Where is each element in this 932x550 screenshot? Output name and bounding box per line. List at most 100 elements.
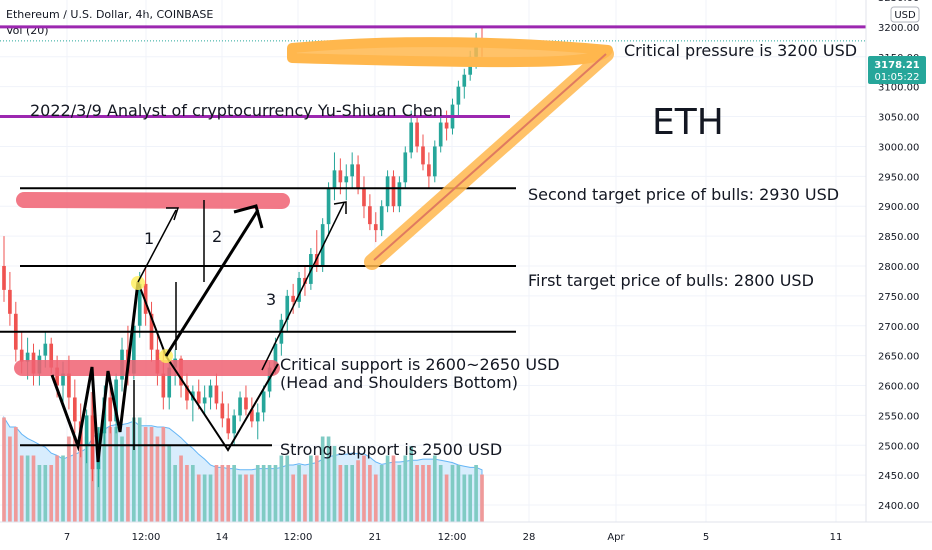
volume-bar [480, 474, 484, 522]
volume-bar [43, 465, 48, 522]
candle-body [108, 397, 113, 422]
time-tick-label: 11 [830, 532, 843, 543]
volume-bar [72, 436, 77, 522]
price-ticks: 2400.00 2450.00 2500.00 2550.00 2600.00 2650.… [878, 0, 919, 512]
candle-body [131, 325, 136, 374]
candle-body [255, 412, 260, 422]
candle-body [338, 170, 343, 183]
price-axis-bg [866, 0, 932, 522]
volume-bar [285, 455, 290, 522]
volume-bar [114, 427, 118, 522]
candle-body [403, 152, 408, 183]
volume-bar [13, 427, 18, 522]
volume-bar [137, 417, 142, 522]
price-axis[interactable]: USD 2400.002450.002500.002550.002600.002… [865, 0, 932, 522]
volume-bar [415, 465, 419, 522]
candle-body [297, 277, 301, 302]
volume-bar [373, 474, 378, 522]
volume-bar [102, 427, 107, 522]
candle-body [409, 122, 414, 153]
wave-3-label: 3 [266, 290, 276, 309]
candle-body [214, 385, 219, 404]
candle-body [250, 409, 254, 422]
volume-bar [167, 446, 172, 522]
chart-symbol-title: Ethereum / U.S. Dollar, 4h, COINBASE [6, 8, 214, 21]
candle-body [90, 415, 95, 470]
time-tick-label: 21 [369, 532, 382, 543]
current-price-badge [868, 56, 926, 84]
candle-body [61, 373, 65, 386]
candle-body [143, 283, 148, 314]
candle-body [344, 176, 349, 183]
candle-body [137, 283, 142, 326]
arrow-1-head [166, 207, 180, 221]
volume-bar [37, 465, 42, 522]
volume-bar [261, 465, 266, 522]
volume-bar [255, 465, 260, 522]
volume-bar [267, 465, 272, 522]
volume-bar [409, 446, 414, 522]
candle-body [427, 164, 431, 177]
candle-body [462, 74, 467, 87]
volume-bar [332, 446, 337, 522]
volume-bar [362, 455, 366, 522]
candle-body [2, 265, 6, 290]
candle-body [232, 415, 236, 434]
price-tick-label: 2450.00 [878, 471, 919, 482]
volume-bar [432, 455, 437, 522]
candle-body [114, 379, 118, 422]
time-tick-label: 12:00 [132, 532, 161, 543]
volume-bar [320, 436, 325, 522]
volume-bar [84, 436, 89, 522]
critical-support-label: Critical support is 2600~2650 USD [280, 355, 560, 374]
volume-bar [474, 465, 478, 522]
candle-body [356, 164, 360, 189]
volume-bar [244, 474, 248, 522]
time-tick-label: 12:00 [284, 532, 313, 543]
candle-body [226, 418, 231, 434]
head-shoulders-pattern [50, 281, 140, 463]
volume-bar [179, 455, 183, 522]
time-tick-label: 12:00 [438, 532, 467, 543]
time-tick-label: 5 [703, 532, 709, 543]
volume-bar [314, 455, 319, 522]
candle-body [385, 176, 390, 207]
candle-body [25, 352, 30, 362]
volume-bar [391, 455, 396, 522]
currency-label: USD [894, 10, 916, 21]
volume-bar [19, 455, 24, 522]
arrow-2-head [233, 204, 264, 229]
volume-bar [326, 436, 331, 522]
volume-bar [196, 474, 201, 522]
volume-bar [2, 417, 6, 522]
volume-bar [379, 465, 384, 522]
volume-bar [149, 427, 154, 522]
price-tick-label: 2950.00 [878, 172, 919, 183]
volume-bar [273, 465, 278, 522]
pattern-label: (Head and Shoulders Bottom) [280, 373, 518, 392]
candle-body [43, 343, 48, 356]
volume-bar [126, 427, 130, 522]
arrow-3-shaft [261, 202, 345, 371]
candle-body [196, 391, 201, 404]
time-axis[interactable]: 7 12:00 14 12:00 21 12:00 28 Apr 5 11 [0, 521, 932, 543]
time-tick-label: 7 [64, 532, 70, 543]
volume-bar [67, 436, 71, 522]
volume-bar [421, 465, 425, 522]
volume-bar [397, 465, 402, 522]
volume-bar [456, 465, 461, 522]
wave-1-label: 1 [144, 229, 154, 248]
volume-bar [338, 465, 343, 522]
volume-bar [55, 455, 59, 522]
current-price-value: 3178.21 [874, 60, 920, 71]
candle-body [244, 397, 248, 410]
volume-bar [208, 474, 213, 522]
candle-body [84, 415, 89, 446]
volume-bar [185, 465, 189, 522]
volume-bar [438, 465, 443, 522]
strong-support-label: Strong support is 2500 USD [280, 440, 502, 459]
currency-badge[interactable] [890, 6, 920, 23]
volume-bar [155, 436, 160, 522]
second-target-label: Second target price of bulls: 2930 USD [528, 185, 839, 204]
